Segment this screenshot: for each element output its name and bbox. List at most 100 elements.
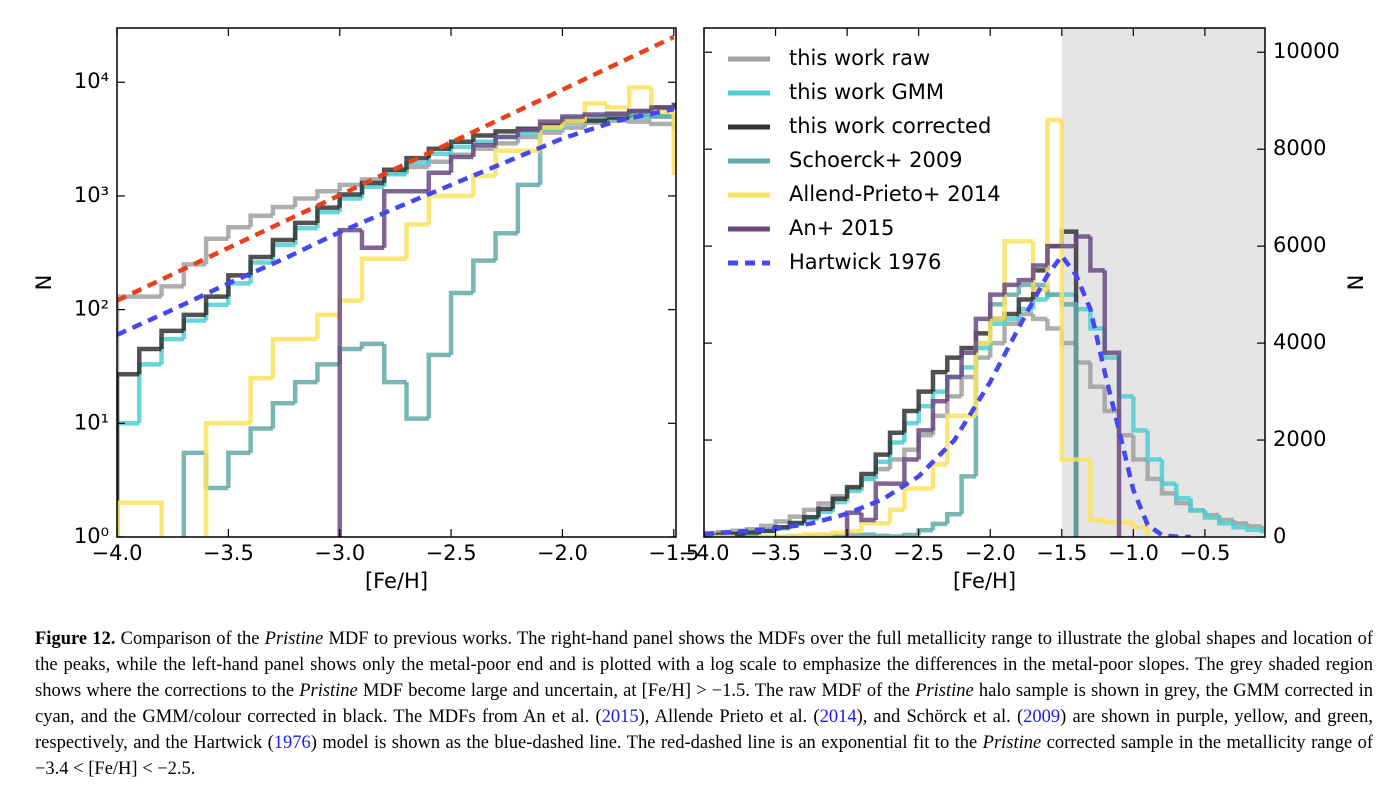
histogram-step bbox=[203, 294, 229, 315]
histogram-step bbox=[248, 426, 273, 453]
histogram-step bbox=[671, 111, 676, 175]
histogram-step bbox=[515, 127, 541, 137]
histogram-step bbox=[226, 281, 251, 305]
histogram-step bbox=[887, 507, 905, 524]
histogram-step bbox=[973, 316, 991, 353]
legend-label: this work GMM bbox=[789, 80, 944, 104]
histogram-step bbox=[315, 312, 340, 340]
histogram-step bbox=[248, 254, 273, 276]
histogram-step bbox=[1102, 520, 1120, 525]
caption-text: Comparison of the bbox=[115, 629, 265, 649]
histogram-step bbox=[730, 531, 747, 537]
histogram-step bbox=[1045, 117, 1062, 290]
plot-area bbox=[117, 34, 676, 537]
histogram-step bbox=[471, 146, 496, 155]
legend-label: Hartwick 1976 bbox=[789, 250, 941, 274]
histogram-step bbox=[1030, 263, 1048, 281]
x-tick-label: −2.0 bbox=[537, 541, 588, 565]
histogram-step bbox=[649, 121, 674, 127]
model-line bbox=[117, 34, 675, 303]
histogram-step bbox=[448, 290, 474, 355]
histogram-step bbox=[203, 421, 229, 537]
histogram-step bbox=[404, 155, 429, 170]
plot-area bbox=[704, 28, 1265, 537]
histogram-step bbox=[226, 225, 251, 239]
histogram-step bbox=[902, 457, 919, 484]
histogram-step bbox=[448, 154, 474, 173]
histogram-step bbox=[448, 139, 474, 149]
histogram-step bbox=[493, 141, 518, 149]
histogram-step bbox=[801, 507, 819, 517]
caption-italic: Pristine bbox=[915, 681, 974, 701]
histogram-step bbox=[139, 500, 164, 537]
histogram-step bbox=[203, 452, 229, 491]
histogram-step bbox=[515, 134, 541, 144]
histogram-step bbox=[902, 486, 919, 510]
histogram-step bbox=[987, 292, 1005, 319]
histogram-step bbox=[1030, 241, 1048, 293]
histogram-step bbox=[930, 369, 948, 392]
histogram-step bbox=[916, 389, 933, 411]
histogram-step bbox=[1002, 282, 1019, 295]
histogram-step bbox=[887, 430, 905, 455]
histogram-step bbox=[137, 362, 162, 424]
histogram-step bbox=[137, 346, 162, 375]
histogram-step bbox=[671, 102, 676, 108]
histogram-step bbox=[270, 336, 296, 379]
shaded-region bbox=[1061, 28, 1265, 537]
y-axis-label: N bbox=[1344, 275, 1368, 291]
histogram-step bbox=[359, 180, 385, 195]
histogram-step bbox=[404, 222, 429, 259]
histogram-step bbox=[649, 105, 674, 111]
x-tick-label: −3.0 bbox=[314, 541, 365, 565]
histogram-step bbox=[203, 302, 229, 321]
histogram-step bbox=[930, 462, 948, 489]
x-tick-label: −2.5 bbox=[893, 541, 944, 565]
legend-label: Allend-Prieto+ 2014 bbox=[789, 182, 1001, 206]
histogram-step bbox=[1245, 523, 1263, 529]
histogram-step bbox=[248, 260, 273, 284]
histogram-step bbox=[337, 346, 362, 365]
histogram-step bbox=[1245, 527, 1263, 532]
histogram-step bbox=[359, 341, 385, 350]
histogram-step bbox=[226, 273, 251, 297]
histogram-step bbox=[382, 343, 407, 385]
histogram-step bbox=[1016, 297, 1034, 315]
caption-italic: Pristine bbox=[299, 681, 358, 701]
histogram-step bbox=[515, 182, 541, 234]
y-tick-label: 2000 bbox=[1273, 427, 1326, 451]
histogram-step bbox=[471, 258, 496, 294]
histogram-step bbox=[801, 532, 819, 537]
citation-link[interactable]: 2015 bbox=[601, 707, 639, 727]
legend-label: this work raw bbox=[789, 46, 930, 70]
caption-text: ), and Schörck et al. ( bbox=[856, 707, 1024, 727]
histogram-step bbox=[1045, 243, 1062, 266]
histogram-step bbox=[493, 129, 518, 136]
histogram-step bbox=[873, 533, 891, 537]
histogram-step bbox=[292, 220, 318, 240]
histogram-step bbox=[626, 119, 652, 124]
histogram-step bbox=[337, 227, 362, 537]
histogram-step bbox=[426, 159, 452, 167]
histogram-step bbox=[859, 521, 876, 532]
histogram-step bbox=[359, 184, 385, 199]
histogram-step bbox=[582, 118, 607, 123]
citation-link[interactable]: 2009 bbox=[1023, 707, 1061, 727]
histogram-step bbox=[337, 298, 362, 315]
legend-label: Schoerck+ 2009 bbox=[789, 148, 963, 172]
x-tick-label: −2.0 bbox=[965, 541, 1016, 565]
histogram-step bbox=[159, 328, 184, 350]
histogram-step bbox=[315, 188, 340, 199]
caption-italic: Pristine bbox=[264, 629, 324, 649]
citation-link[interactable]: 1976 bbox=[273, 733, 311, 753]
y-tick-label: 10⁴ bbox=[74, 69, 109, 93]
caption-text: corrected sample in the metallicity rang… bbox=[35, 733, 1373, 779]
histogram-step bbox=[1002, 321, 1019, 344]
histogram-step bbox=[292, 225, 318, 246]
y-tick-label: 10² bbox=[74, 297, 109, 321]
citation-link[interactable]: 2014 bbox=[819, 707, 857, 727]
panel: −4.0 −3.5 −3.0 −2.5 −2.0 −1.5 −1.0 −0.5 0 2000 400… bbox=[679, 27, 1368, 593]
histogram-step bbox=[315, 209, 340, 229]
x-tick-label: −3.5 bbox=[203, 541, 254, 565]
histogram-step bbox=[382, 167, 407, 183]
